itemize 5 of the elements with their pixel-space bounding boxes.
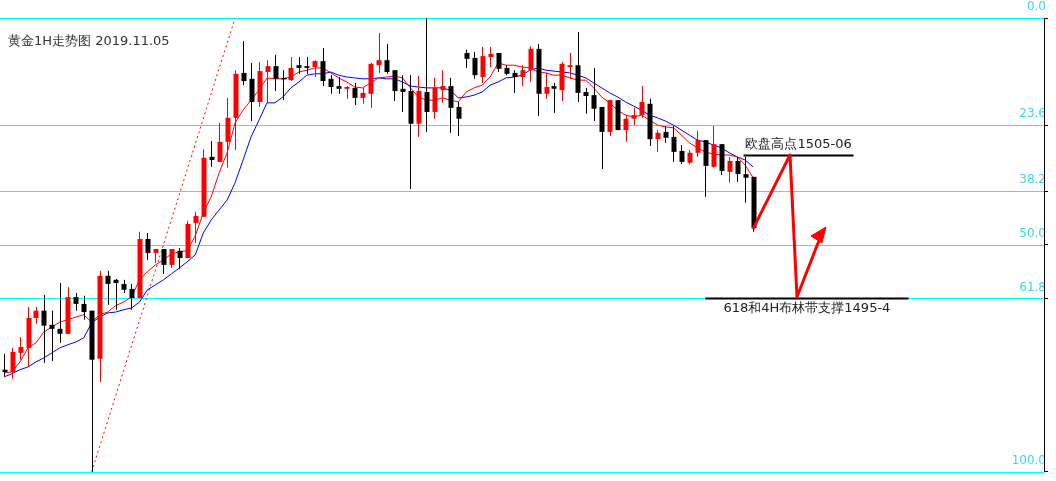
ref-line-label: 618和4H布林带支撑1495-4 [723,300,891,316]
ref-line-label: 欧盘高点1505-06 [745,136,852,152]
text: 黄金1H走势图 2019.11.05 [8,33,170,49]
y-tick-label: 38.2 [1019,172,1046,187]
y-tick-label: 0.0 [1026,0,1046,14]
